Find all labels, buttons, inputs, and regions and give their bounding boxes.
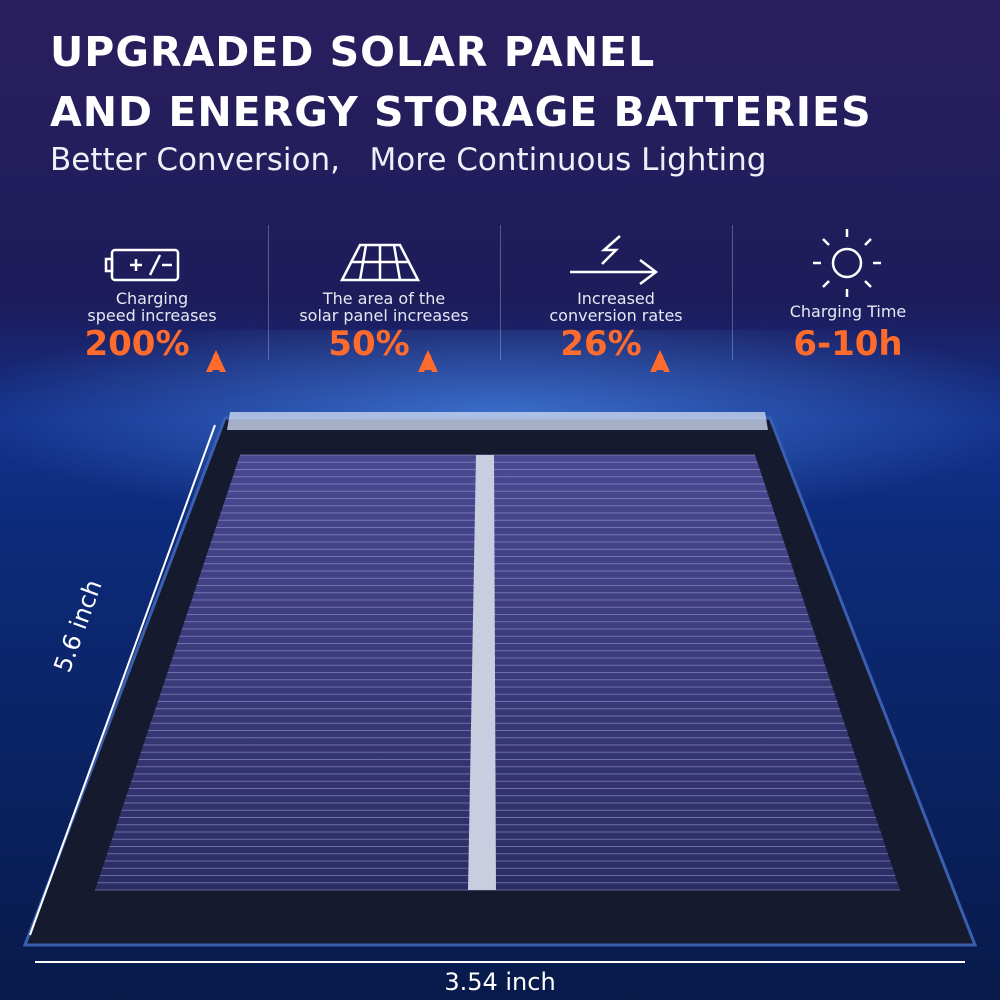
feature-value: 50% [328,324,410,364]
icons [104,229,881,297]
feature: Charging Time 6-10h [733,225,963,364]
feature-value: 26% [560,324,642,364]
feature-label: The area of the [322,289,446,308]
up-arrows [206,350,670,372]
feature: Increased conversion rates 26% [501,225,731,364]
feature-value: 200% [84,324,190,364]
feature-label: Charging [115,289,189,308]
feature-value: 6-10h [793,324,903,364]
title-line: UPGRADED SOLAR PANEL [50,28,656,76]
separator [732,225,733,360]
height-arrow [29,424,216,936]
feature-label: speed increases [87,306,217,325]
subtitle: Better Conversion, More Continuous Light… [50,142,767,178]
width-label: 3.54 inch [444,968,556,996]
title-line: AND ENERGY STORAGE BATTERIES [50,88,872,136]
feature-label: conversion rates [549,306,683,325]
feature-label: Charging Time [789,302,907,321]
feature: Charging speed increases 200% [37,225,267,364]
feature-label: solar panel increases [299,306,469,325]
center-strip [468,455,496,890]
feature-label: Increased [577,289,655,308]
panel-edge [227,412,768,430]
feature: The area of the solar panel increases 50… [269,225,499,364]
separator [500,225,501,360]
cell-lines [95,454,900,891]
separator [268,225,269,360]
